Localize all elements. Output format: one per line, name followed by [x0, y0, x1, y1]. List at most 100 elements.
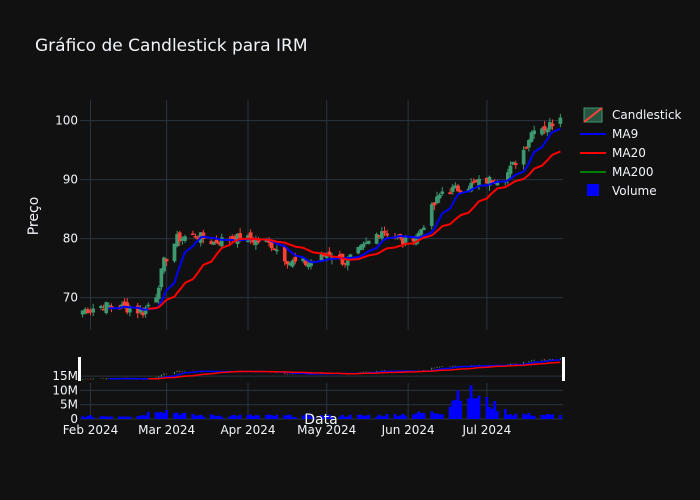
volume-bar — [453, 399, 457, 419]
volume-bar — [398, 415, 402, 419]
y-axis-title: Preço — [26, 197, 42, 236]
candle-body — [545, 129, 550, 133]
volume-bar — [138, 415, 142, 419]
candle-body — [282, 246, 287, 262]
volume-bar — [472, 398, 476, 419]
moving-average-lines — [108, 127, 561, 311]
volume-bar — [123, 416, 127, 419]
candle-body — [419, 229, 424, 235]
legend-item-ma20[interactable]: MA20 — [580, 146, 646, 160]
candle-body — [542, 126, 547, 131]
volume-bar — [191, 413, 195, 419]
ma20-line — [148, 150, 561, 310]
volume-bar — [367, 415, 371, 419]
candle-body — [550, 123, 555, 127]
volume-bar — [341, 414, 344, 419]
volume-bar — [120, 416, 124, 419]
legend-item-ma200[interactable]: MA200 — [580, 165, 653, 179]
candle-body — [191, 233, 195, 236]
date-tick-label: Feb 2024 — [63, 423, 119, 437]
volume-bar — [509, 414, 512, 419]
candle-body — [285, 261, 290, 265]
date-tick-label: Jul 2024 — [461, 423, 511, 437]
volume-bar — [230, 415, 234, 419]
legend-label-ma200: MA200 — [612, 165, 653, 179]
volume-bar — [359, 414, 363, 419]
volume-bar — [173, 413, 176, 419]
volume-bar — [217, 415, 221, 419]
volume-bar — [346, 416, 350, 419]
range-slider[interactable] — [78, 357, 565, 381]
volume-bar — [267, 414, 271, 419]
candle-body — [293, 257, 298, 262]
x-axis-title: Data — [304, 412, 337, 428]
volume-bar — [275, 414, 279, 419]
candle-body — [154, 297, 158, 303]
volume-bar — [194, 415, 197, 419]
chart-title: Gráfico de Candlestick para IRM — [35, 36, 307, 56]
candle-body — [422, 227, 426, 231]
candle-body — [359, 245, 363, 251]
legend[interactable]: Candlestick MA9 MA20 MA200 Volume — [580, 107, 682, 198]
volume-bar — [419, 412, 423, 419]
legend-label-candlestick: Candlestick — [612, 108, 682, 122]
volume-bar — [540, 414, 544, 419]
candle-body — [558, 117, 563, 124]
volume-bar — [375, 416, 379, 419]
volume-bar — [228, 416, 232, 419]
volume-bar — [220, 416, 224, 419]
volume-bar — [162, 412, 166, 419]
candle-body — [513, 163, 518, 166]
volume-bar — [291, 417, 295, 419]
candle-body — [164, 258, 169, 262]
volume-bar — [438, 414, 442, 419]
volume-bar — [89, 415, 92, 419]
volume-bar — [325, 415, 329, 419]
candle-body — [385, 233, 389, 236]
volume-bar — [165, 409, 169, 419]
volume-bar — [288, 414, 292, 419]
volume-bar — [380, 416, 384, 419]
volume-bar — [212, 415, 216, 419]
candle-body — [91, 308, 95, 313]
candle-body — [109, 306, 114, 308]
volume-tick-label: 0 — [70, 412, 78, 426]
volume-bar — [467, 398, 470, 419]
volume-bar — [159, 412, 163, 419]
volume-bar — [485, 396, 489, 419]
volume-bar — [285, 415, 289, 419]
candle-body — [177, 232, 182, 242]
price-tick-label: 90 — [63, 173, 78, 187]
candle-body — [356, 246, 361, 254]
legend-item-volume[interactable]: Volume — [587, 184, 657, 198]
volume-bar — [543, 415, 547, 419]
volume-bar — [238, 414, 242, 419]
volume-tick-label: 15M — [52, 369, 78, 383]
ma9-line — [108, 127, 561, 311]
candle-body — [269, 241, 274, 249]
candle-body — [201, 232, 206, 239]
candle-body — [301, 258, 305, 262]
volume-legend-icon — [587, 184, 599, 196]
volume-bar — [411, 414, 415, 419]
volume-bar — [141, 415, 145, 419]
candle-body — [374, 234, 379, 244]
volume-bar — [91, 417, 95, 419]
volume-bar — [532, 415, 536, 419]
volume-bar — [396, 416, 400, 419]
volume-bar — [511, 415, 515, 419]
legend-item-candlestick[interactable]: Candlestick — [583, 107, 682, 123]
volume-bar — [330, 416, 334, 419]
volume-bar — [157, 412, 161, 419]
price-tick-labels: 70 80 90 100 — [55, 114, 78, 305]
volume-bar — [86, 415, 90, 419]
volume-bar — [506, 414, 510, 419]
price-tick-label: 70 — [63, 291, 78, 305]
date-tick-label: Apr 2024 — [220, 423, 275, 437]
volume-bar — [117, 416, 121, 419]
legend-item-ma9[interactable]: MA9 — [580, 127, 638, 141]
volume-bar — [417, 411, 421, 419]
volume-bar — [422, 413, 426, 419]
candle-body — [303, 260, 308, 266]
